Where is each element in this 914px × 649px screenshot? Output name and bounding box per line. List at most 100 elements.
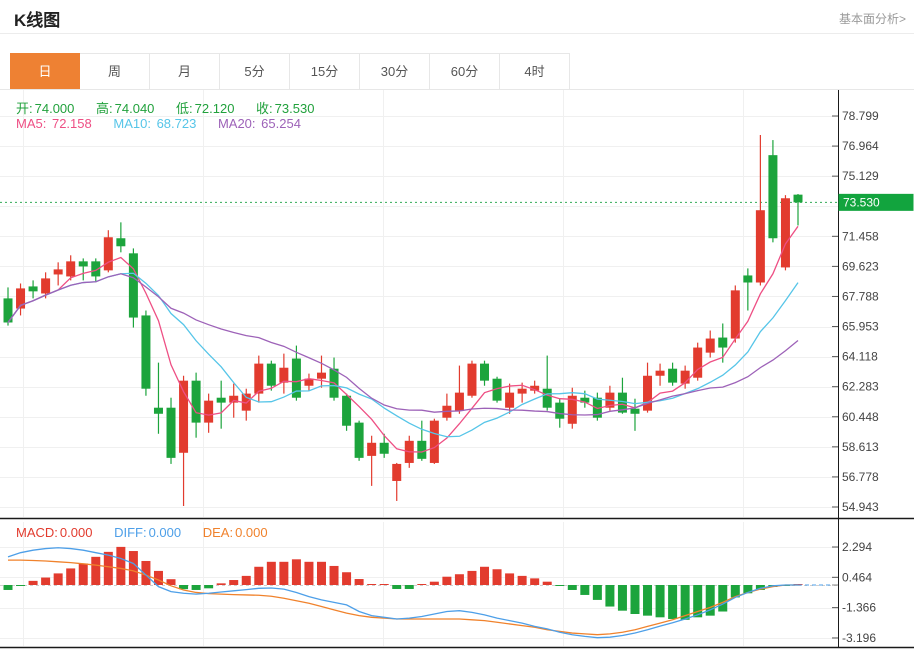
macd-bar-down bbox=[655, 585, 665, 618]
candle-up bbox=[254, 363, 264, 394]
macd-bar-up bbox=[505, 573, 515, 585]
ma-legend: MA5: 72.158 MA10: 68.723 MA20: 65.254 bbox=[16, 116, 319, 131]
macd-bar-down bbox=[555, 585, 565, 586]
candle-up bbox=[41, 278, 51, 294]
macd-bar-up bbox=[367, 584, 377, 585]
candle-up bbox=[655, 370, 665, 376]
diff-label: DIFF: bbox=[114, 525, 147, 540]
ma5-line bbox=[7, 225, 799, 453]
macd-legend: MACD: 0.000 DIFF: 0.000 DEA: 0.000 bbox=[16, 525, 286, 540]
macd-tick-label: 0.464 bbox=[842, 570, 872, 584]
tab-60分[interactable]: 60分 bbox=[430, 53, 500, 89]
ma10-value: 68.723 bbox=[156, 116, 197, 131]
candle-up bbox=[241, 393, 251, 411]
macd-bar-down bbox=[392, 585, 402, 589]
candle-down bbox=[128, 253, 138, 318]
ohlc-legend: 开: 74.000 高: 74.040 低: 72.120 收: 73.530 bbox=[16, 98, 332, 117]
candle-down bbox=[592, 397, 602, 418]
macd-bar-up bbox=[103, 551, 113, 585]
candle-up bbox=[103, 237, 113, 271]
macd-bar-down bbox=[592, 585, 602, 600]
macd-bar-down bbox=[705, 585, 715, 616]
tab-4时[interactable]: 4时 bbox=[500, 53, 570, 89]
ma10-label: MA10: bbox=[113, 116, 151, 131]
macd-bar-down bbox=[605, 585, 615, 607]
macd-value: 0.000 bbox=[59, 525, 93, 540]
current-price-tag-text: 73.530 bbox=[843, 195, 880, 209]
candle-down bbox=[542, 388, 552, 408]
macd-bar-up bbox=[342, 572, 352, 585]
candle-down bbox=[3, 298, 13, 323]
current-price-tag bbox=[838, 193, 914, 211]
macd-bar-up bbox=[354, 579, 364, 585]
ma20-value: 65.254 bbox=[261, 116, 301, 131]
candle-down bbox=[768, 155, 778, 239]
timeframe-tabbar: 日周月 5分 15分 30分 60分 4时 bbox=[0, 53, 914, 90]
price-tick-label: 58.613 bbox=[842, 440, 879, 454]
tab-周[interactable]: 周 bbox=[80, 53, 150, 89]
macd-bar-up bbox=[467, 570, 477, 585]
candle-up bbox=[304, 378, 314, 386]
price-tick-label: 78.799 bbox=[842, 109, 879, 123]
timeframe-tabs: 日周月 5分 15分 30分 60分 4时 bbox=[10, 53, 570, 89]
macd-bar-up bbox=[166, 579, 176, 585]
candle-up bbox=[643, 375, 653, 411]
price-tick-label: 76.964 bbox=[842, 139, 879, 153]
macd-bar-up bbox=[28, 580, 38, 585]
candle-down bbox=[580, 397, 590, 403]
candle-up bbox=[229, 395, 239, 403]
candle-down bbox=[793, 194, 803, 203]
macd-bar-down bbox=[680, 585, 690, 620]
macd-bar-down bbox=[743, 585, 753, 594]
macd-bar-down bbox=[580, 585, 590, 595]
macd-bar-up bbox=[128, 551, 138, 585]
macd-bar-down bbox=[730, 585, 740, 598]
tab-15分[interactable]: 15分 bbox=[290, 53, 360, 89]
tab-5分[interactable]: 5分 bbox=[220, 53, 290, 89]
candle-up bbox=[705, 338, 715, 353]
macd-chart-surface[interactable] bbox=[0, 522, 838, 647]
open-label: 开: bbox=[16, 101, 33, 116]
dea-value: 0.000 bbox=[235, 525, 268, 540]
candle-down bbox=[166, 407, 176, 458]
fundamental-analysis-link[interactable]: 基本面分析> bbox=[838, 12, 906, 26]
price-tick-label: 60.448 bbox=[842, 410, 879, 424]
candle-up bbox=[567, 395, 577, 424]
macd-bar-up bbox=[329, 565, 339, 585]
macd-bar-up bbox=[379, 584, 389, 585]
macd-bar-up bbox=[316, 561, 326, 585]
ma20-line bbox=[7, 273, 799, 416]
macd-bar-up bbox=[530, 578, 540, 585]
candle-down bbox=[116, 238, 126, 247]
macd-tick-label: 2.294 bbox=[842, 540, 872, 554]
candle-up bbox=[204, 400, 214, 423]
macd-bar-up bbox=[492, 569, 502, 585]
tab-日[interactable]: 日 bbox=[10, 53, 80, 89]
price-tick-label: 67.788 bbox=[842, 289, 879, 303]
ma10-line bbox=[7, 272, 799, 438]
main-chart-surface[interactable] bbox=[0, 90, 838, 518]
tab-30分[interactable]: 30分 bbox=[360, 53, 430, 89]
candle-up bbox=[755, 210, 765, 283]
price-tick-label: 71.458 bbox=[842, 229, 879, 243]
macd-tick-label: -1.366 bbox=[842, 601, 876, 615]
candle-up bbox=[392, 463, 402, 481]
candle-down bbox=[743, 275, 753, 283]
macd-bar-up bbox=[141, 560, 151, 585]
candle-down bbox=[492, 378, 502, 401]
macd-bar-up bbox=[41, 577, 51, 585]
price-tick-label: 75.129 bbox=[842, 169, 879, 183]
candle-up bbox=[730, 290, 740, 339]
macd-bar-up bbox=[153, 570, 163, 585]
macd-bar-down bbox=[718, 585, 728, 612]
tab-月[interactable]: 月 bbox=[150, 53, 220, 89]
macd-bar-down bbox=[16, 585, 26, 586]
macd-bar-up bbox=[429, 581, 439, 585]
candle-down bbox=[191, 380, 201, 423]
price-tick-label: 64.118 bbox=[842, 350, 878, 364]
candle-up bbox=[505, 392, 515, 408]
macd-bar-up bbox=[66, 568, 76, 585]
macd-bar-down bbox=[630, 585, 640, 614]
